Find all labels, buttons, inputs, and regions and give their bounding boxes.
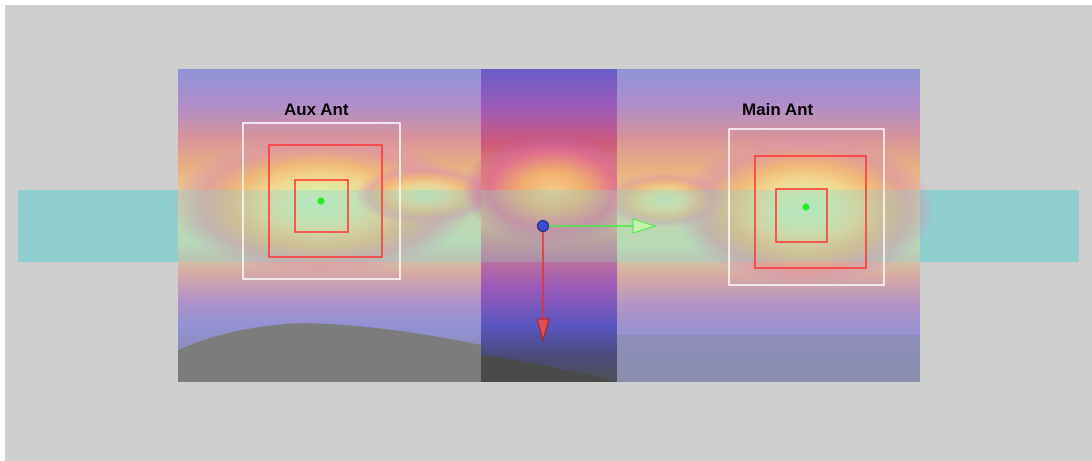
main-antenna-mid-frame bbox=[754, 155, 867, 269]
aux-antenna[interactable]: Aux Ant bbox=[242, 100, 401, 280]
aux-antenna-label: Aux Ant bbox=[284, 100, 349, 119]
transform-gizmo[interactable] bbox=[536, 218, 657, 342]
main-antenna-outer-frame bbox=[728, 128, 885, 286]
3d-viewport[interactable]: Aux Ant Main Ant bbox=[5, 5, 1092, 461]
scene-canvas[interactable]: Aux Ant Main Ant bbox=[5, 5, 1092, 461]
aux-antenna-inner-frame bbox=[294, 179, 349, 233]
gizmo-origin-handle[interactable] bbox=[537, 220, 549, 232]
main-antenna-center-marker bbox=[802, 203, 810, 211]
aux-heatmap-panel bbox=[171, 69, 495, 382]
aux-antenna-outer-frame bbox=[242, 122, 401, 280]
gizmo-x-arrow-icon[interactable] bbox=[632, 218, 657, 234]
aux-antenna-mid-frame bbox=[268, 144, 383, 258]
aux-antenna-center-marker bbox=[317, 197, 325, 205]
main-antenna-inner-frame bbox=[775, 188, 828, 243]
gizmo-y-arrow-icon[interactable] bbox=[536, 318, 550, 342]
main-antenna[interactable]: Main Ant bbox=[728, 100, 885, 286]
main-antenna-label: Main Ant bbox=[742, 100, 813, 119]
